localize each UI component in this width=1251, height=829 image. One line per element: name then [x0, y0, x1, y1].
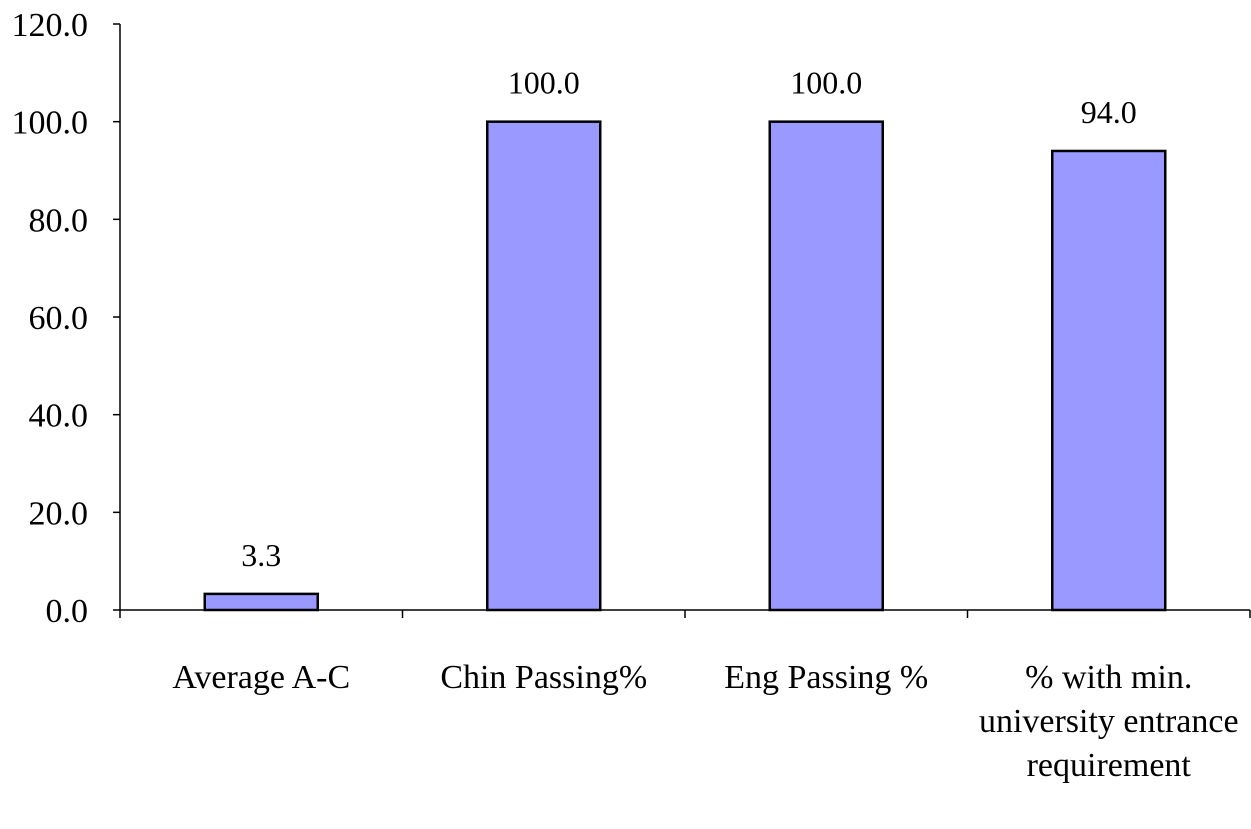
category-label: Chin Passing%: [440, 659, 647, 696]
category-label: university entrance: [979, 703, 1239, 740]
category-label: requirement: [1027, 747, 1192, 784]
y-tick-label: 40.0: [29, 398, 89, 435]
y-tick-label: 0.0: [46, 593, 89, 630]
bars: [203, 120, 1167, 612]
y-axis: 0.0 20.0 40.0 60.0 80.0 100.0 120.0: [12, 7, 121, 630]
data-label: 100.0: [508, 65, 580, 101]
data-label: 100.0: [790, 65, 862, 101]
y-tick-label: 100.0: [12, 105, 89, 142]
category-label: Eng Passing %: [724, 659, 928, 696]
category-labels: Average A-C Chin Passing% Eng Passing % % w…: [172, 659, 1238, 784]
y-tick-label: 120.0: [12, 7, 89, 44]
category-label: % with min.: [1025, 659, 1192, 696]
y-tick-label: 20.0: [29, 495, 89, 532]
category-label: Average A-C: [172, 659, 350, 696]
bar: [203, 592, 319, 612]
bar: [486, 120, 602, 612]
bar: [768, 120, 884, 612]
data-labels: 3.3 100.0 100.0 94.0: [241, 65, 1137, 573]
bar: [1051, 149, 1167, 612]
y-tick-label: 60.0: [29, 300, 89, 337]
data-label: 3.3: [241, 537, 281, 573]
y-tick-label: 80.0: [29, 202, 89, 239]
data-label: 94.0: [1081, 94, 1137, 130]
